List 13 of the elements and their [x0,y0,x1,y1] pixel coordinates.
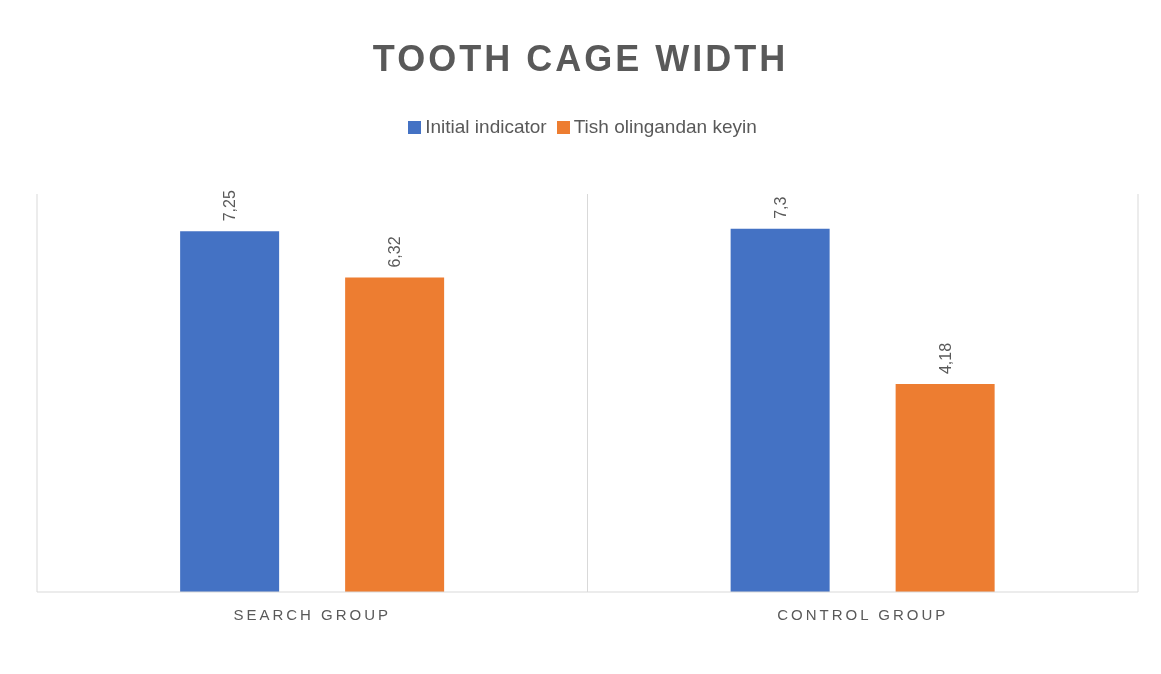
x-tick-label: CONTROL GROUP [777,606,949,623]
data-label: 7,3 [771,196,789,219]
legend-label: Tish olingandan keyin [573,116,757,137]
x-tick-label: SEARCH GROUP [233,606,392,623]
bar [345,277,445,592]
bar [730,228,830,592]
data-label: 7,25 [221,190,239,222]
bar [895,384,995,592]
bar [180,231,280,592]
data-label: 4,18 [936,342,954,375]
data-label: 6,32 [386,236,404,268]
legend-label: Initial indicator [425,116,547,137]
chart-title: TOOTH CAGE WIDTH [371,38,790,80]
